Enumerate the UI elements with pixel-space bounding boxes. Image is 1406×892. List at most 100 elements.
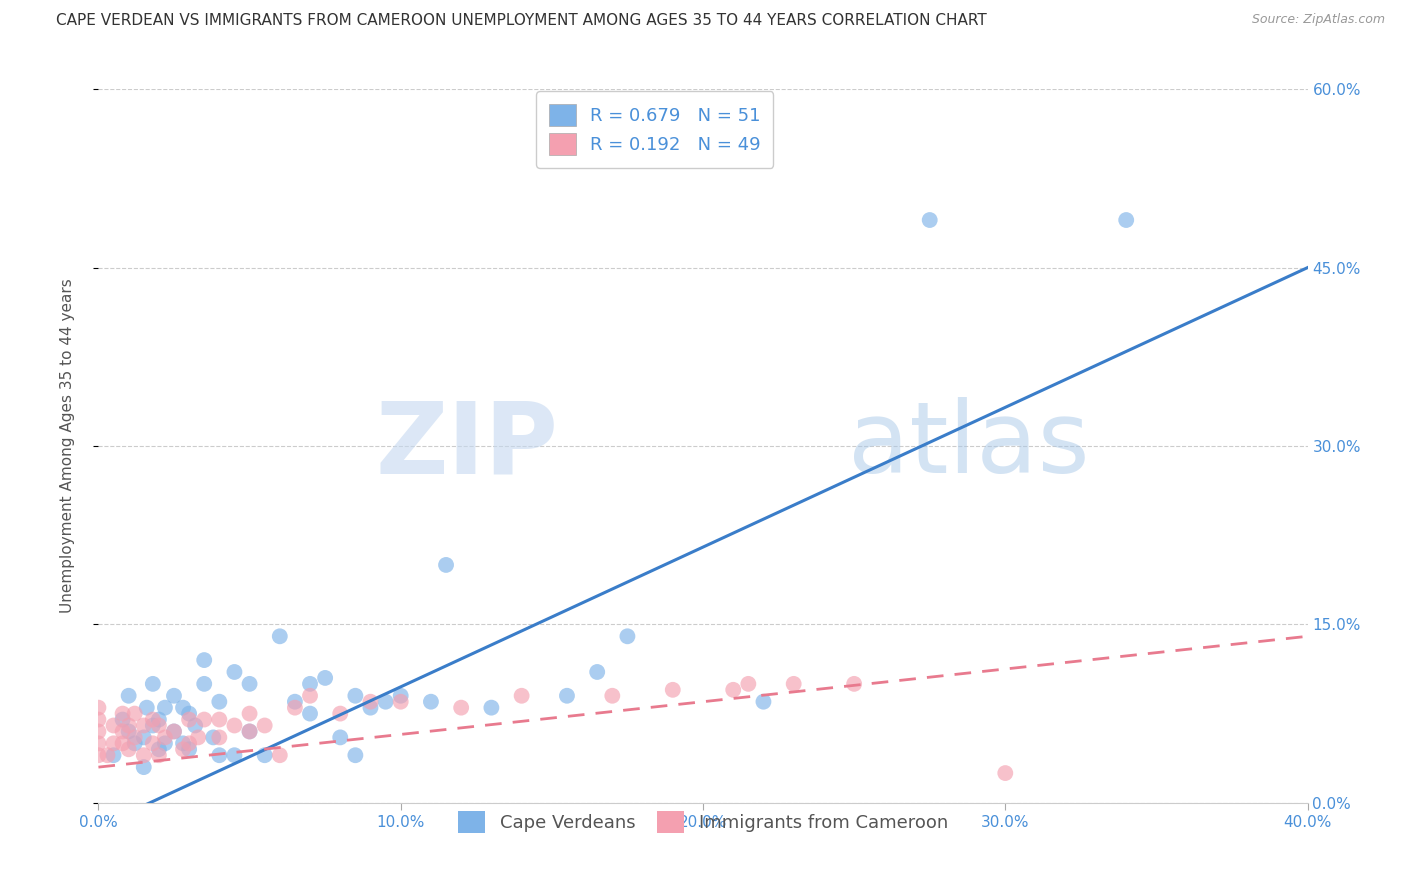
Point	[602, 689, 624, 703]
Point	[420, 695, 443, 709]
Point	[450, 700, 472, 714]
Point	[179, 742, 201, 756]
Point	[253, 718, 276, 732]
Point	[142, 713, 165, 727]
Point	[118, 724, 141, 739]
Point	[224, 665, 246, 679]
Point	[374, 695, 396, 709]
Text: CAPE VERDEAN VS IMMIGRANTS FROM CAMEROON UNEMPLOYMENT AMONG AGES 35 TO 44 YEARS : CAPE VERDEAN VS IMMIGRANTS FROM CAMEROON…	[56, 13, 987, 29]
Point	[208, 731, 231, 745]
Point	[360, 695, 382, 709]
Point	[87, 736, 110, 750]
Point	[184, 718, 207, 732]
Point	[481, 700, 503, 714]
Point	[172, 742, 194, 756]
Point	[344, 748, 367, 763]
Point	[179, 706, 201, 721]
Point	[148, 718, 170, 732]
Point	[103, 718, 125, 732]
Point	[616, 629, 638, 643]
Point	[187, 731, 209, 745]
Point	[132, 731, 155, 745]
Point	[239, 724, 262, 739]
Point	[193, 677, 215, 691]
Point	[994, 766, 1017, 780]
Point	[555, 689, 578, 703]
Point	[142, 677, 165, 691]
Point	[132, 748, 155, 763]
Point	[193, 713, 215, 727]
Point	[193, 653, 215, 667]
Point	[329, 731, 352, 745]
Point	[172, 736, 194, 750]
Point	[299, 677, 322, 691]
Point	[284, 700, 307, 714]
Point	[269, 748, 291, 763]
Point	[153, 736, 176, 750]
Point	[208, 713, 231, 727]
Point	[111, 713, 134, 727]
Legend: Cape Verdeans, Immigrants from Cameroon: Cape Verdeans, Immigrants from Cameroon	[451, 804, 955, 840]
Point	[179, 736, 201, 750]
Point	[723, 682, 745, 697]
Point	[299, 706, 322, 721]
Point	[163, 689, 186, 703]
Point	[389, 695, 412, 709]
Point	[344, 689, 367, 703]
Point	[87, 713, 110, 727]
Y-axis label: Unemployment Among Ages 35 to 44 years: Unemployment Among Ages 35 to 44 years	[60, 278, 75, 614]
Point	[132, 718, 155, 732]
Point	[1115, 213, 1137, 227]
Point	[142, 718, 165, 732]
Point	[124, 731, 146, 745]
Point	[118, 718, 141, 732]
Point	[87, 724, 110, 739]
Point	[239, 724, 262, 739]
Point	[103, 748, 125, 763]
Point	[132, 760, 155, 774]
Point	[111, 706, 134, 721]
Point	[737, 677, 759, 691]
Point	[87, 700, 110, 714]
Point	[118, 742, 141, 756]
Point	[269, 629, 291, 643]
Point	[208, 695, 231, 709]
Point	[239, 677, 262, 691]
Point	[163, 724, 186, 739]
Point	[918, 213, 941, 227]
Point	[208, 748, 231, 763]
Point	[124, 706, 146, 721]
Point	[118, 689, 141, 703]
Point	[124, 736, 146, 750]
Point	[661, 682, 683, 697]
Text: atlas: atlas	[848, 398, 1090, 494]
Point	[314, 671, 336, 685]
Point	[783, 677, 806, 691]
Point	[752, 695, 775, 709]
Point	[360, 700, 382, 714]
Point	[111, 736, 134, 750]
Text: ZIP: ZIP	[375, 398, 558, 494]
Point	[586, 665, 609, 679]
Point	[96, 748, 118, 763]
Point	[148, 748, 170, 763]
Point	[329, 706, 352, 721]
Point	[224, 718, 246, 732]
Point	[179, 713, 201, 727]
Point	[284, 695, 307, 709]
Text: Source: ZipAtlas.com: Source: ZipAtlas.com	[1251, 13, 1385, 27]
Point	[299, 689, 322, 703]
Point	[103, 736, 125, 750]
Point	[163, 724, 186, 739]
Point	[111, 724, 134, 739]
Point	[153, 731, 176, 745]
Point	[148, 713, 170, 727]
Point	[153, 700, 176, 714]
Point	[135, 700, 157, 714]
Point	[87, 748, 110, 763]
Point	[224, 748, 246, 763]
Point	[510, 689, 533, 703]
Point	[253, 748, 276, 763]
Point	[202, 731, 225, 745]
Point	[389, 689, 412, 703]
